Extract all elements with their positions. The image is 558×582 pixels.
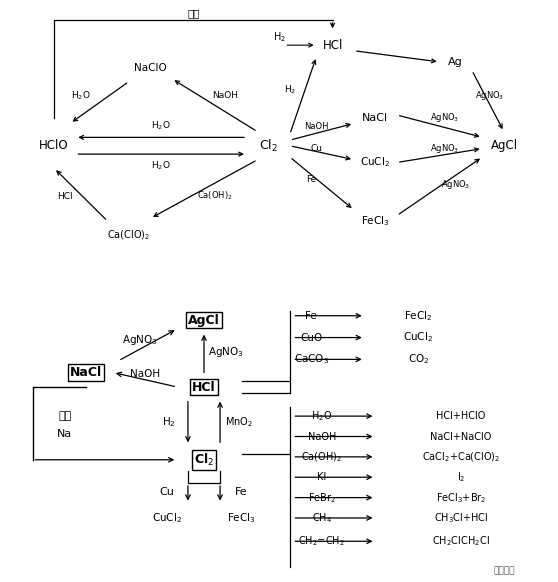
Text: FeCl$_3$+Br$_2$: FeCl$_3$+Br$_2$ bbox=[436, 491, 487, 505]
Text: NaOH: NaOH bbox=[130, 369, 160, 379]
Text: Fe: Fe bbox=[306, 175, 316, 184]
Text: 电解: 电解 bbox=[58, 411, 71, 421]
Text: Cu: Cu bbox=[310, 144, 323, 153]
Text: AgNO$_3$: AgNO$_3$ bbox=[475, 89, 504, 102]
Text: AgNO$_3$: AgNO$_3$ bbox=[122, 333, 157, 347]
Text: NaCl: NaCl bbox=[362, 113, 388, 123]
Text: FeCl$_3$: FeCl$_3$ bbox=[227, 511, 256, 525]
Text: NaOH: NaOH bbox=[304, 122, 329, 131]
Text: NaClO: NaClO bbox=[134, 62, 167, 73]
Text: 高中化学: 高中化学 bbox=[493, 566, 514, 575]
Text: CaCO$_3$: CaCO$_3$ bbox=[294, 353, 329, 366]
Text: CO$_2$: CO$_2$ bbox=[407, 353, 429, 366]
Text: MnO$_2$: MnO$_2$ bbox=[225, 415, 253, 429]
Text: FeBr$_2$: FeBr$_2$ bbox=[308, 491, 336, 505]
Text: NaOH: NaOH bbox=[307, 431, 336, 442]
Text: CuCl$_2$: CuCl$_2$ bbox=[403, 331, 433, 345]
Text: Cl$_2$: Cl$_2$ bbox=[259, 138, 278, 154]
Text: HCl+HClO: HCl+HClO bbox=[436, 411, 486, 421]
Text: H$_2$: H$_2$ bbox=[283, 84, 296, 96]
Text: I$_2$: I$_2$ bbox=[457, 470, 465, 484]
Text: H$_2$O: H$_2$O bbox=[151, 159, 171, 172]
Text: H$_2$O: H$_2$O bbox=[71, 89, 90, 102]
Text: CH$_3$Cl+HCl: CH$_3$Cl+HCl bbox=[434, 511, 488, 525]
Text: CuCl$_2$: CuCl$_2$ bbox=[152, 511, 181, 525]
Text: Na: Na bbox=[57, 428, 73, 439]
Text: H$_2$: H$_2$ bbox=[272, 30, 286, 44]
Text: Fe: Fe bbox=[305, 311, 317, 321]
Text: FeCl$_3$: FeCl$_3$ bbox=[361, 214, 389, 228]
Text: NaCl+NaClO: NaCl+NaClO bbox=[430, 431, 492, 442]
Text: NaOH: NaOH bbox=[213, 91, 238, 100]
Text: NaCl: NaCl bbox=[70, 366, 102, 379]
Text: CuO: CuO bbox=[300, 332, 323, 343]
Text: AgNO$_3$: AgNO$_3$ bbox=[208, 345, 243, 359]
Text: HClO: HClO bbox=[39, 139, 69, 152]
Text: Ca(ClO)$_2$: Ca(ClO)$_2$ bbox=[107, 228, 151, 242]
Text: H$_2$O: H$_2$O bbox=[151, 120, 171, 133]
Text: HCl: HCl bbox=[57, 191, 73, 201]
Text: Ca(OH)$_2$: Ca(OH)$_2$ bbox=[197, 190, 233, 203]
Text: H$_2$O: H$_2$O bbox=[311, 409, 333, 423]
Text: Fe: Fe bbox=[235, 487, 248, 497]
Text: FeCl$_2$: FeCl$_2$ bbox=[404, 309, 432, 322]
Text: AgCl: AgCl bbox=[188, 314, 220, 327]
Text: CuCl$_2$: CuCl$_2$ bbox=[360, 155, 391, 169]
Text: CaCl$_2$+Ca(ClO)$_2$: CaCl$_2$+Ca(ClO)$_2$ bbox=[422, 450, 501, 464]
Text: Cu: Cu bbox=[159, 487, 174, 497]
Text: HCl: HCl bbox=[323, 38, 343, 52]
Text: CH$_2$=CH$_2$: CH$_2$=CH$_2$ bbox=[299, 534, 345, 548]
Text: AgNO$_3$: AgNO$_3$ bbox=[430, 142, 460, 155]
Text: KI: KI bbox=[318, 472, 326, 482]
Text: AgNO$_3$: AgNO$_3$ bbox=[430, 111, 460, 125]
Text: HCl: HCl bbox=[192, 381, 216, 393]
Text: Ag: Ag bbox=[449, 57, 463, 67]
Text: 光照: 光照 bbox=[187, 8, 200, 18]
Text: AgCl: AgCl bbox=[490, 139, 518, 152]
Text: H$_2$: H$_2$ bbox=[162, 415, 176, 429]
Text: CH$_2$ClCH$_2$Cl: CH$_2$ClCH$_2$Cl bbox=[432, 534, 490, 548]
Text: CH$_4$: CH$_4$ bbox=[312, 511, 332, 525]
Text: Cl$_2$: Cl$_2$ bbox=[194, 452, 214, 468]
Text: AgNO$_3$: AgNO$_3$ bbox=[441, 178, 470, 191]
Text: Ca(OH)$_2$: Ca(OH)$_2$ bbox=[301, 450, 343, 464]
